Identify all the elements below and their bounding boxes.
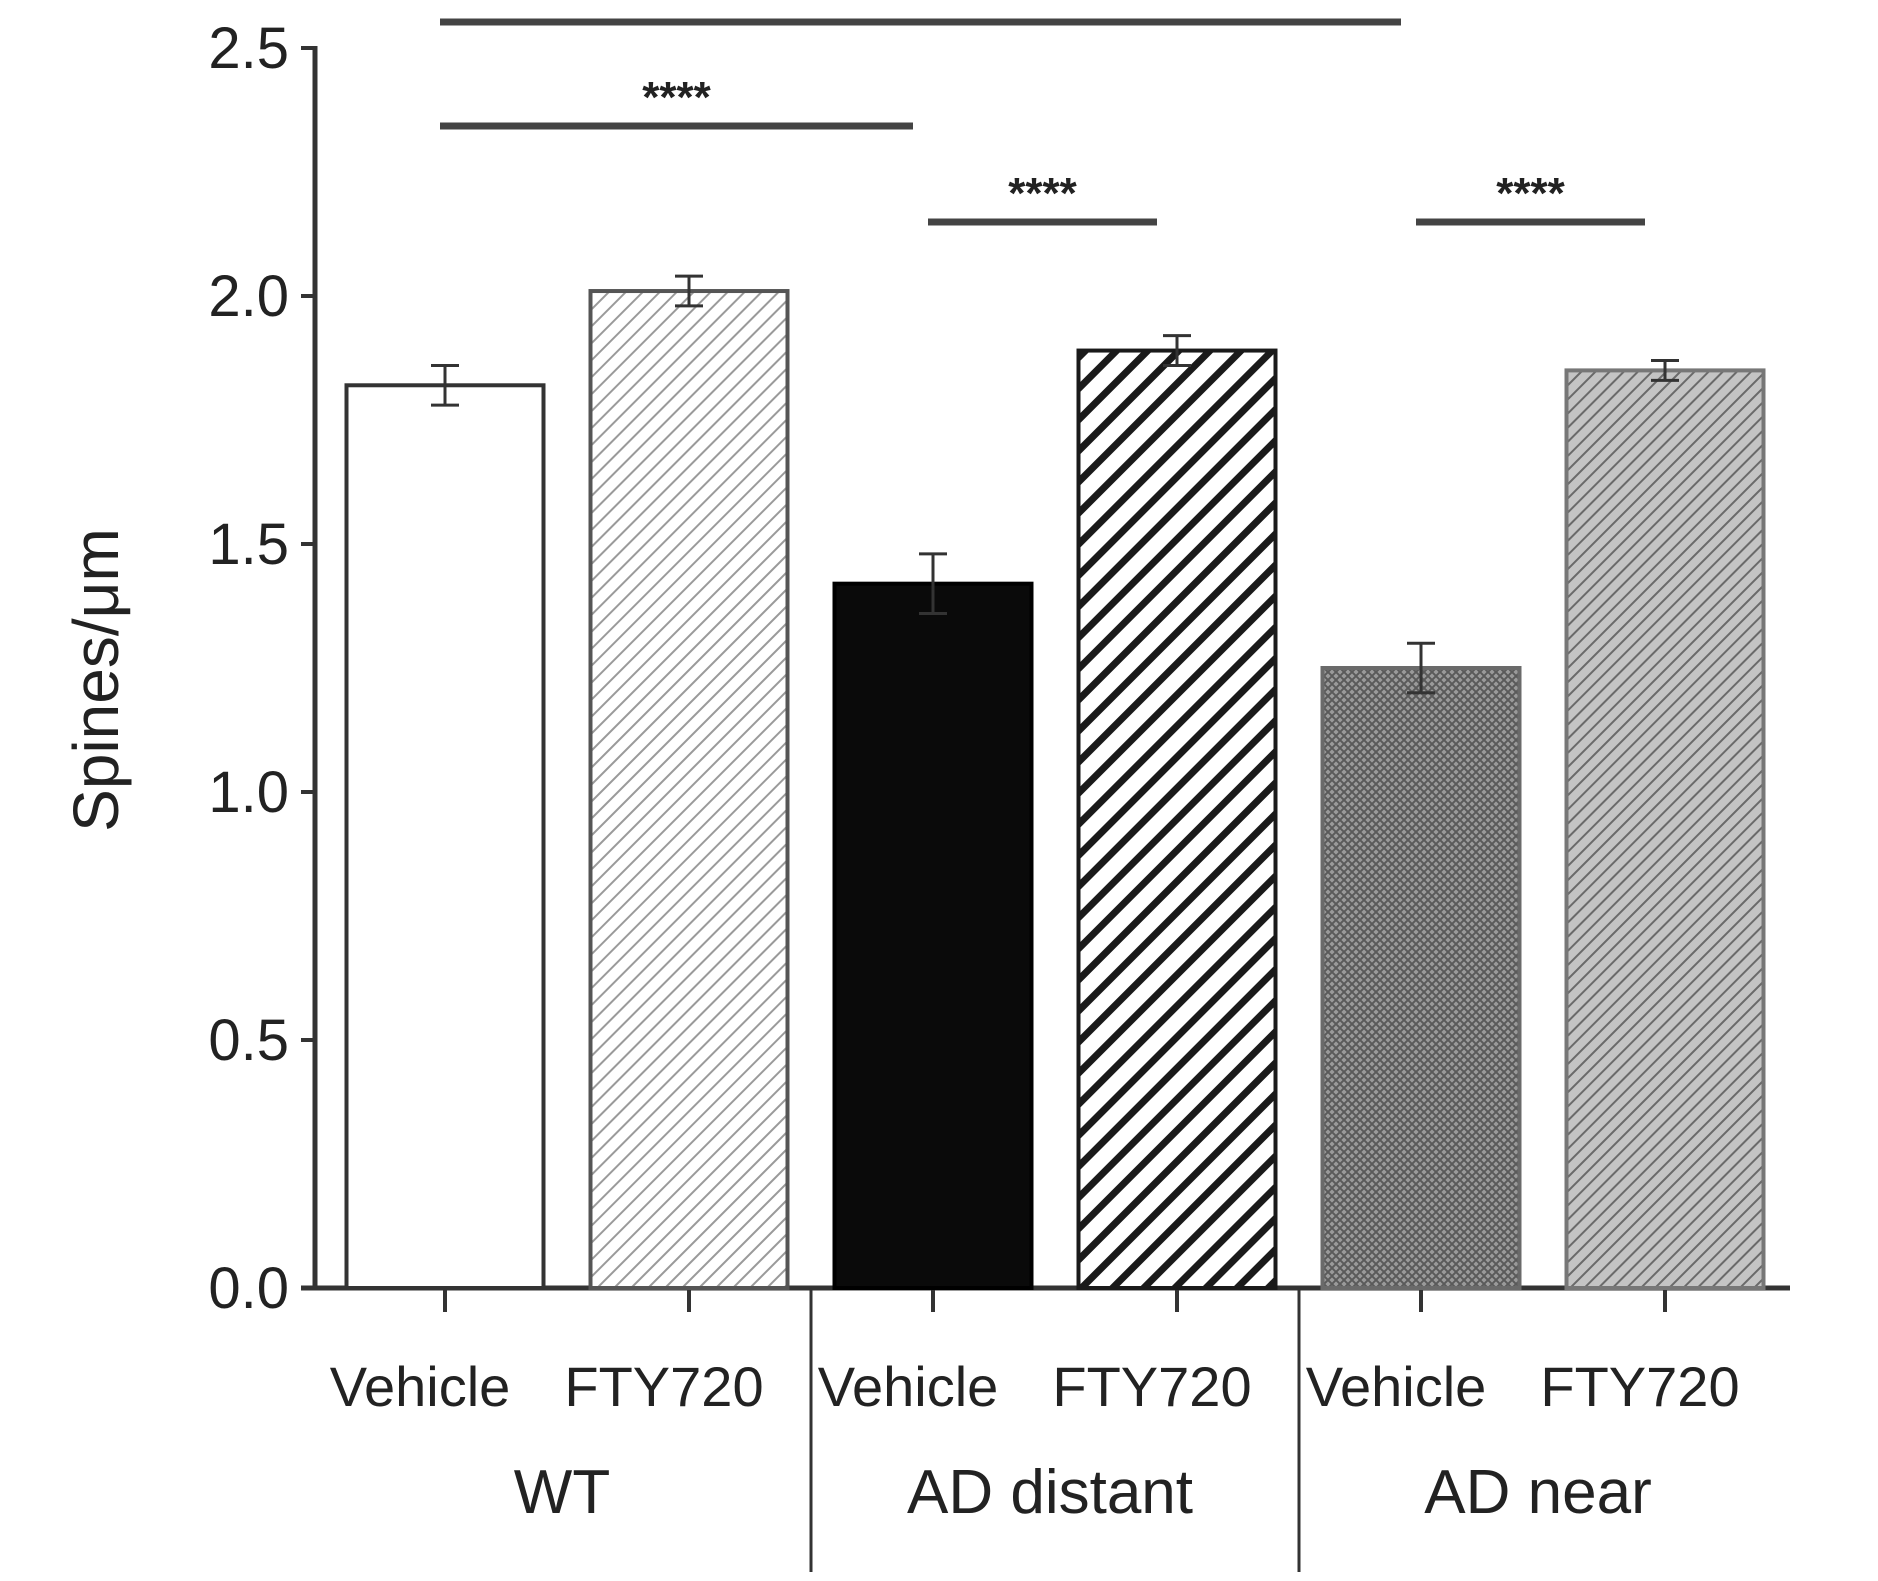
bar-label: Vehicle [1306,1355,1487,1418]
bar-label: FTY720 [1052,1355,1251,1418]
bar-label: FTY720 [564,1355,763,1418]
x-axis [301,1288,1790,1572]
significance-label: **** [1008,169,1077,218]
bar [1567,370,1764,1288]
significance-brackets: **** **** **** [440,22,1645,222]
y-tick-label: 0.0 [208,1256,289,1321]
y-axis-label: Spines/μm [60,528,132,832]
bar [591,291,788,1288]
group-label: WT [514,1458,610,1527]
significance-label: **** [1496,169,1565,218]
bar-label: Vehicle [818,1355,999,1418]
bar-label: FTY720 [1540,1355,1739,1418]
bar [1079,351,1276,1288]
y-axis: 0.0 0.5 1.0 1.5 2.0 2.5 [208,16,315,1321]
group-label: AD near [1424,1458,1651,1527]
y-tick-label: 2.5 [208,16,289,81]
group-label: AD distant [907,1458,1193,1527]
significance-label: **** [642,73,711,122]
bar [347,385,544,1288]
y-tick-label: 2.0 [208,264,289,329]
y-tick-label: 1.0 [208,760,289,825]
bar [1323,668,1520,1288]
bar-label: Vehicle [330,1355,511,1418]
bars [347,291,1764,1288]
y-tick-label: 0.5 [208,1008,289,1073]
spines-bar-chart: 0.0 0.5 1.0 1.5 2.0 2.5 **** **** **** Vehicle F… [0,0,1878,1581]
y-tick-label: 1.5 [208,512,289,577]
bar [835,584,1032,1288]
